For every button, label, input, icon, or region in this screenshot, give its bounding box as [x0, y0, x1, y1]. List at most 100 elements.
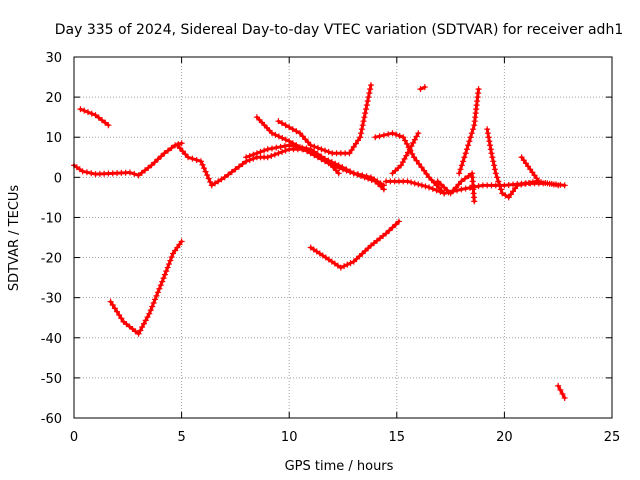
data-point: [139, 324, 146, 331]
data-point: [275, 150, 282, 157]
data-point: [142, 317, 149, 324]
data-point: [202, 168, 209, 175]
data-point: [98, 117, 105, 124]
data-point: [411, 154, 418, 161]
data-point: [341, 263, 348, 270]
data-point: [311, 143, 318, 150]
data-point: [491, 162, 498, 169]
data-point: [336, 164, 343, 171]
y-tick-label: -40: [41, 332, 62, 347]
data-point: [154, 156, 161, 163]
x-tick-label: 10: [281, 430, 298, 445]
data-point: [392, 221, 399, 228]
y-tick-label: 20: [45, 91, 62, 106]
data-point: [318, 153, 325, 160]
data-point: [235, 163, 242, 170]
data-point: [458, 178, 465, 185]
data-point: [463, 146, 470, 153]
data-point: [156, 285, 163, 292]
data-point: [555, 382, 562, 389]
data-point: [360, 118, 367, 125]
data-point: [386, 227, 393, 234]
data-point: [471, 198, 478, 205]
data-point: [413, 133, 420, 140]
data-point: [154, 289, 161, 296]
data-point: [290, 143, 297, 150]
data-point: [489, 154, 496, 161]
data-point: [490, 158, 497, 165]
series-layer: [71, 82, 568, 401]
data-point: [475, 183, 482, 190]
data-point: [561, 182, 568, 189]
data-point: [470, 126, 477, 133]
series-i: [372, 130, 448, 197]
data-point: [363, 102, 370, 109]
data-point: [467, 134, 474, 141]
data-point: [333, 167, 340, 174]
data-point: [316, 250, 323, 257]
data-point: [460, 158, 467, 165]
data-point: [225, 171, 232, 178]
data-point: [158, 153, 165, 160]
data-point: [102, 119, 109, 126]
data-point: [142, 167, 149, 174]
data-point: [367, 86, 374, 93]
data-point: [111, 305, 118, 312]
data-point: [331, 260, 338, 267]
data-point: [281, 143, 288, 150]
data-point: [334, 262, 341, 269]
data-point: [484, 126, 491, 133]
data-point: [437, 188, 444, 195]
data-point: [411, 136, 418, 143]
data-point: [358, 126, 365, 133]
data-point: [84, 109, 91, 116]
data-point: [299, 144, 306, 151]
data-point: [79, 168, 86, 175]
series-a: [71, 140, 185, 179]
data-point: [296, 130, 303, 137]
data-point: [253, 150, 260, 157]
data-point: [176, 145, 183, 152]
data-point: [370, 240, 377, 247]
data-point: [485, 134, 492, 141]
data-point: [352, 140, 359, 147]
data-point: [83, 169, 90, 176]
data-point: [385, 131, 392, 138]
data-point: [205, 175, 212, 182]
data-point: [77, 106, 84, 113]
data-point: [361, 174, 368, 181]
data-point: [321, 155, 328, 162]
data-point: [174, 142, 181, 149]
data-point: [389, 224, 396, 231]
data-point: [182, 151, 189, 158]
data-point: [81, 107, 88, 114]
series-n-trace: [485, 127, 560, 199]
data-point: [533, 175, 540, 182]
data-point: [172, 247, 179, 254]
data-point: [275, 118, 282, 125]
data-point: [185, 154, 192, 161]
data-point: [327, 161, 334, 168]
data-point: [559, 390, 566, 397]
data-point: [525, 163, 532, 170]
data-point: [346, 150, 353, 157]
data-point: [157, 282, 164, 289]
data-point: [486, 138, 493, 145]
data-point: [457, 166, 464, 173]
x-tick-label: 25: [604, 430, 621, 445]
data-point: [160, 275, 167, 282]
series-b: [77, 106, 112, 129]
data-point: [363, 106, 370, 113]
data-point: [502, 192, 509, 199]
data-point: [365, 245, 372, 252]
data-point: [163, 268, 170, 275]
data-point: [145, 164, 152, 171]
data-point: [322, 254, 329, 261]
data-point: [318, 146, 325, 153]
data-point: [380, 186, 387, 193]
data-point: [350, 170, 357, 177]
data-point: [279, 135, 286, 142]
data-point: [409, 150, 416, 157]
data-point: [408, 179, 415, 186]
